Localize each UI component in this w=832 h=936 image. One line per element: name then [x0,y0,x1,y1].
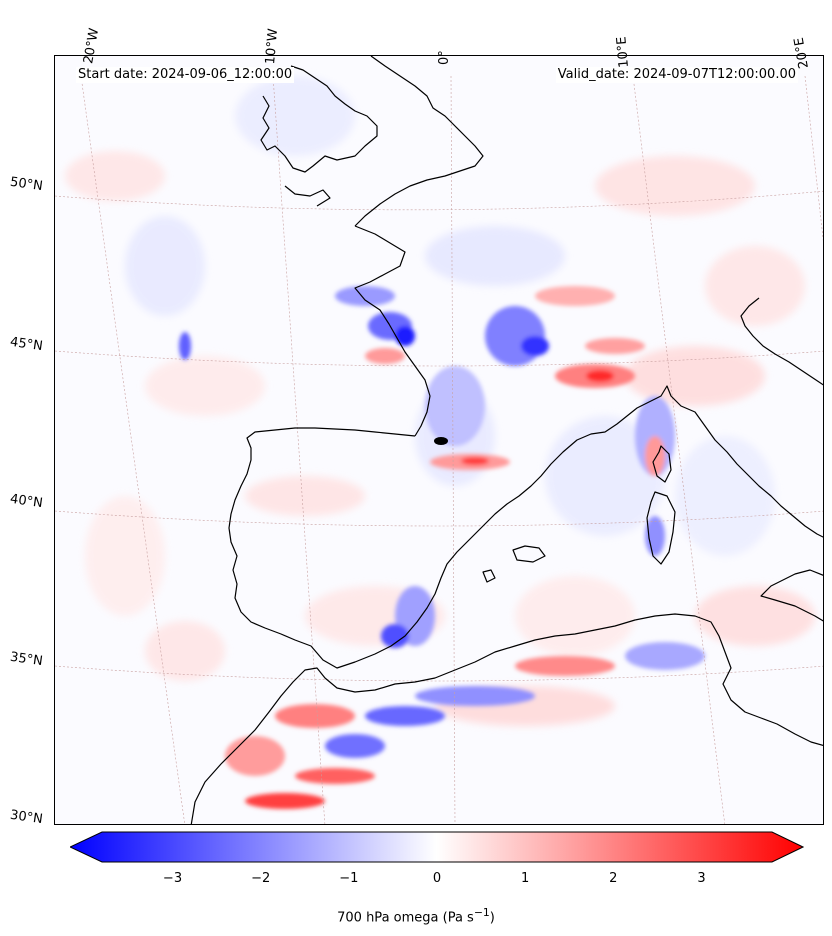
valid-date-label: Valid_date: 2024-09-07T12:00:00.00 [555,67,798,83]
lon-label-10e: 10°E [614,35,632,69]
colorbar-label-end: ) [489,910,495,926]
terrain-marker [434,437,448,445]
lat-label-45n: 45°N [9,334,44,355]
lon-label-0: 0° [437,50,452,65]
lat-label-35n: 35°N [9,649,44,670]
colorbar-label-text: 700 hPa omega (Pa s [337,910,474,926]
colorbar-tick: −1 [339,871,359,886]
lat-label-50n: 50°N [9,174,44,195]
colorbar-tick: 2 [609,871,618,886]
graticule [55,75,823,824]
omega-field [65,76,815,809]
map-panel [54,55,824,825]
coastlines [190,56,823,824]
colorbar-bar [70,831,804,863]
lon-label-10w: 10°W [263,27,282,65]
lat-label-30n: 30°N [9,807,44,828]
colorbar-tick: 0 [432,871,442,886]
colorbar-tick: −2 [251,871,271,886]
colorbar-tick: −3 [162,871,183,886]
start-date-label: Start date: 2024-09-06_12:00:00 [76,67,295,83]
colorbar-label: 700 hPa omega (Pa s−1) [0,906,832,925]
colorbar [70,831,804,863]
map-canvas [55,56,823,824]
lat-label-40n: 40°N [9,491,44,512]
colorbar-label-sup: −1 [473,906,490,919]
colorbar-tick: 1 [521,871,530,886]
colorbar-tick: 3 [697,871,706,886]
